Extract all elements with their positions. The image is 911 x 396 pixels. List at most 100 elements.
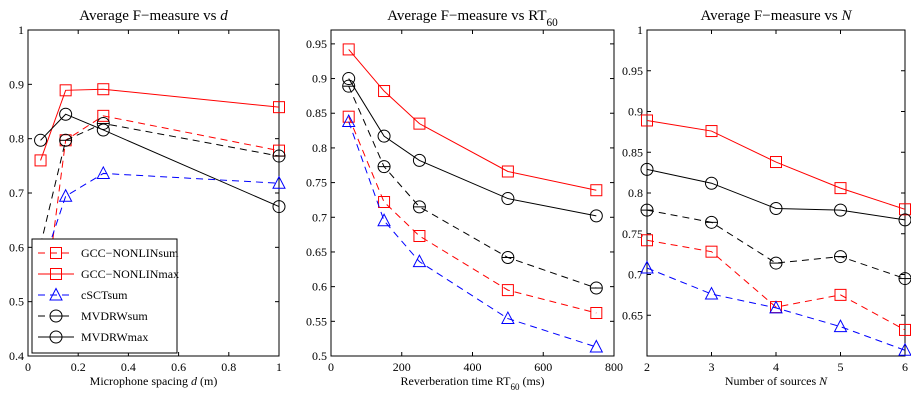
legend-marker	[50, 247, 62, 259]
x-tick-label: 400	[464, 360, 482, 374]
data-point	[589, 209, 603, 223]
data-point	[272, 200, 286, 214]
series-MVDRWsum	[640, 203, 911, 286]
x-tick-label: 2	[644, 360, 650, 374]
data-point	[501, 165, 514, 178]
data-point	[34, 133, 48, 147]
data-point	[640, 260, 654, 274]
data-point	[834, 250, 847, 264]
data-point	[272, 175, 286, 189]
x-axis-label: Reverberation time RT60 (ms)	[401, 374, 545, 392]
x-tick-label: 200	[393, 360, 411, 374]
series-GCC−NONLINmax	[641, 114, 911, 216]
data-point	[412, 200, 426, 214]
series-line	[348, 78, 597, 217]
series-line	[646, 209, 906, 280]
y-tick-label: 0.75	[306, 176, 327, 190]
y-tick-label: 1	[18, 23, 24, 37]
x-tick-label: 600	[534, 360, 552, 374]
chart-title: Average F−measure vs d	[79, 8, 228, 24]
y-tick-label: 0.55	[306, 314, 327, 328]
data-point	[769, 256, 783, 270]
y-tick-label: 0.7	[9, 186, 24, 200]
y-tick-label: 0.7	[312, 210, 327, 224]
legend-label: MVDRWsum	[81, 309, 148, 323]
x-tick-label: 4	[773, 360, 779, 374]
x-tick-label: 0	[328, 360, 334, 374]
data-point	[834, 203, 847, 217]
data-point	[59, 133, 73, 147]
data-point	[341, 113, 356, 128]
legend-label: GCC−NONLINmax	[81, 267, 179, 281]
data-point	[704, 286, 719, 300]
data-point	[59, 84, 72, 97]
data-point	[705, 215, 718, 229]
data-point	[501, 284, 514, 297]
data-point	[501, 192, 515, 206]
data-point	[97, 83, 110, 96]
data-point	[378, 85, 391, 98]
y-tick-label: 0.85	[622, 145, 643, 159]
data-point	[769, 201, 783, 215]
data-point	[589, 281, 603, 295]
series-MVDRWmax	[640, 162, 911, 227]
data-point	[834, 288, 847, 301]
legend-entry: MVDRWsum	[38, 309, 148, 323]
data-point	[342, 72, 356, 86]
data-point	[377, 129, 391, 143]
data-point	[34, 154, 47, 167]
y-tick-label: 0.7	[628, 268, 643, 282]
data-point	[833, 319, 848, 333]
x-axis-label: Microphone spacing d (m)	[90, 374, 218, 388]
data-point	[501, 251, 515, 265]
x-tick-label: 0	[25, 360, 31, 374]
series-line	[40, 122, 280, 246]
legend-label: cSCTsum	[81, 288, 128, 302]
series-line	[646, 119, 906, 210]
data-point	[501, 310, 515, 325]
legend: GCC−NONLINsum GCC−NONLINmax cSCTsum MVDRWsu…	[31, 238, 179, 354]
data-point	[705, 125, 718, 138]
x-tick-label: 0.8	[221, 360, 236, 374]
y-tick-label: 0.6	[9, 240, 24, 254]
y-tick-label: 0.65	[306, 245, 327, 259]
legend-entry: MVDRWmax	[38, 330, 148, 344]
data-point	[342, 43, 355, 56]
data-point	[898, 213, 911, 227]
y-tick-label: 0.8	[9, 132, 24, 146]
data-point	[413, 117, 426, 130]
legend-marker	[49, 309, 63, 323]
panel-2: 0 200 400 600 800 0.5 0.55 0.6 0.65 0.7 0.75 0.8 0.8…	[306, 8, 623, 392]
data-point	[641, 234, 653, 247]
data-point	[377, 160, 391, 174]
x-tick-label: 5	[838, 360, 844, 374]
data-point	[705, 245, 718, 258]
legend-marker	[50, 268, 62, 280]
data-point	[769, 300, 783, 314]
chart-title: Average F−measure vs N	[700, 8, 852, 24]
data-point	[770, 156, 782, 169]
series-line	[40, 115, 280, 335]
data-point	[640, 203, 654, 217]
series-line	[40, 113, 280, 208]
series-MVDRWsum	[342, 79, 603, 295]
data-point	[58, 188, 73, 202]
y-tick-label: 0.8	[628, 186, 643, 200]
y-tick-label: 0.6	[312, 280, 327, 294]
data-point	[378, 196, 391, 209]
series-GCC−NONLINmax	[342, 43, 603, 197]
y-tick-label: 0.9	[9, 77, 24, 91]
legend-entry: GCC−NONLINsum	[38, 246, 179, 260]
data-point	[898, 272, 911, 286]
data-point	[705, 176, 718, 190]
series-line	[646, 168, 906, 221]
data-point	[898, 342, 911, 356]
x-tick-label: 6	[902, 360, 908, 374]
x-axis-label: Number of sources N	[725, 374, 828, 388]
y-tick-label: 0.95	[306, 37, 327, 51]
data-point	[97, 109, 110, 122]
legend-marker	[49, 287, 63, 301]
x-tick-label: 800	[605, 360, 623, 374]
data-point	[272, 149, 286, 163]
